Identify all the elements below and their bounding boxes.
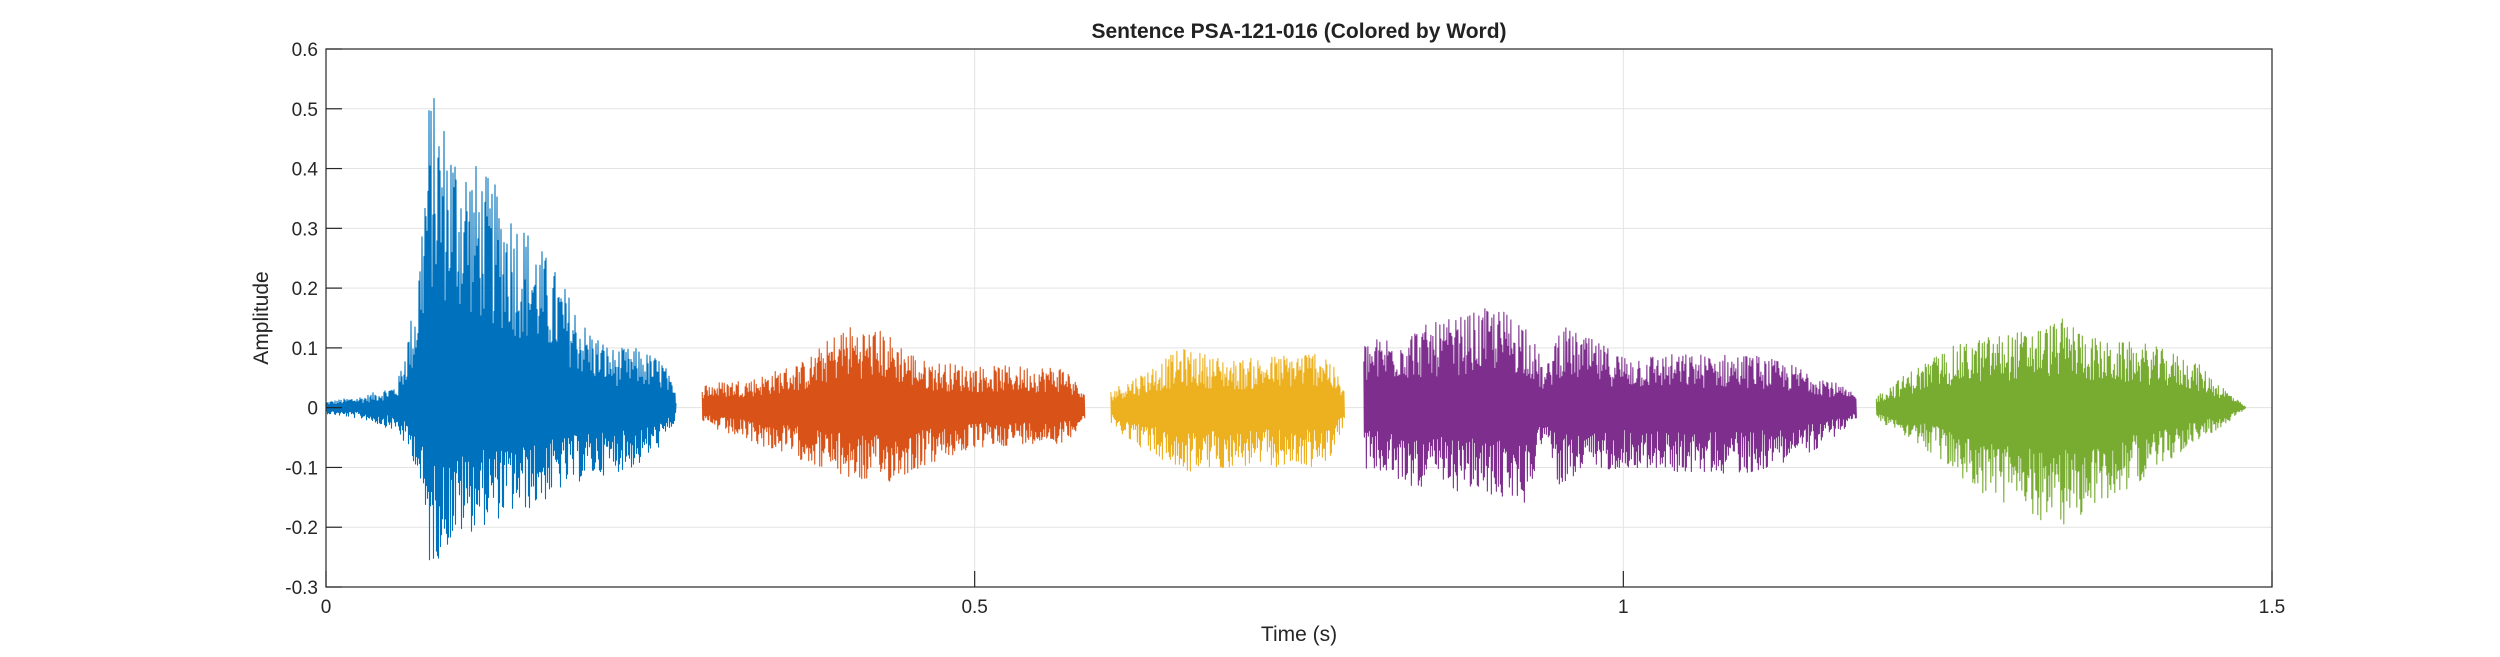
y-tick-label: 0.3 xyxy=(292,219,318,240)
x-tick-label: 1 xyxy=(1618,597,1629,618)
waveform-series-4 xyxy=(1363,308,1857,503)
x-tick-label: 0.5 xyxy=(961,597,987,618)
x-tick-label: 1.5 xyxy=(2259,597,2285,618)
y-tick-label: -0.1 xyxy=(285,458,318,479)
axis-layer xyxy=(325,48,2273,588)
waveform-series-1 xyxy=(325,98,677,561)
chart-title: Sentence PSA-121-016 (Colored by Word) xyxy=(1091,20,1506,43)
axes-box xyxy=(325,48,2273,588)
y-tick-label: -0.3 xyxy=(285,578,318,599)
x-tick-label: 0 xyxy=(321,597,332,618)
waveform-series-3 xyxy=(1110,349,1345,472)
waveform-series-5 xyxy=(1875,318,2247,525)
x-axis-label: Time (s) xyxy=(1261,623,1337,646)
grid-layer xyxy=(325,48,2273,588)
y-tick-label: 0.2 xyxy=(292,279,318,300)
y-tick-label: 0.4 xyxy=(292,160,319,181)
y-tick-label: 0 xyxy=(307,399,318,420)
y-tick-label: -0.2 xyxy=(285,518,318,539)
y-tick-label: 0.5 xyxy=(292,100,318,121)
y-axis-label: Amplitude xyxy=(250,271,273,364)
waveform-layer xyxy=(325,98,2247,561)
tick-layer: 0 0.5 1 1.5 -0.3 -0.2 -0.1 0 0.1 0.2 0.3 0.4 0.5 0.6 xyxy=(285,40,2285,618)
y-tick-label: 0.1 xyxy=(292,339,318,360)
y-tick-label: 0.6 xyxy=(292,40,318,61)
waveform-series-2 xyxy=(701,327,1086,482)
